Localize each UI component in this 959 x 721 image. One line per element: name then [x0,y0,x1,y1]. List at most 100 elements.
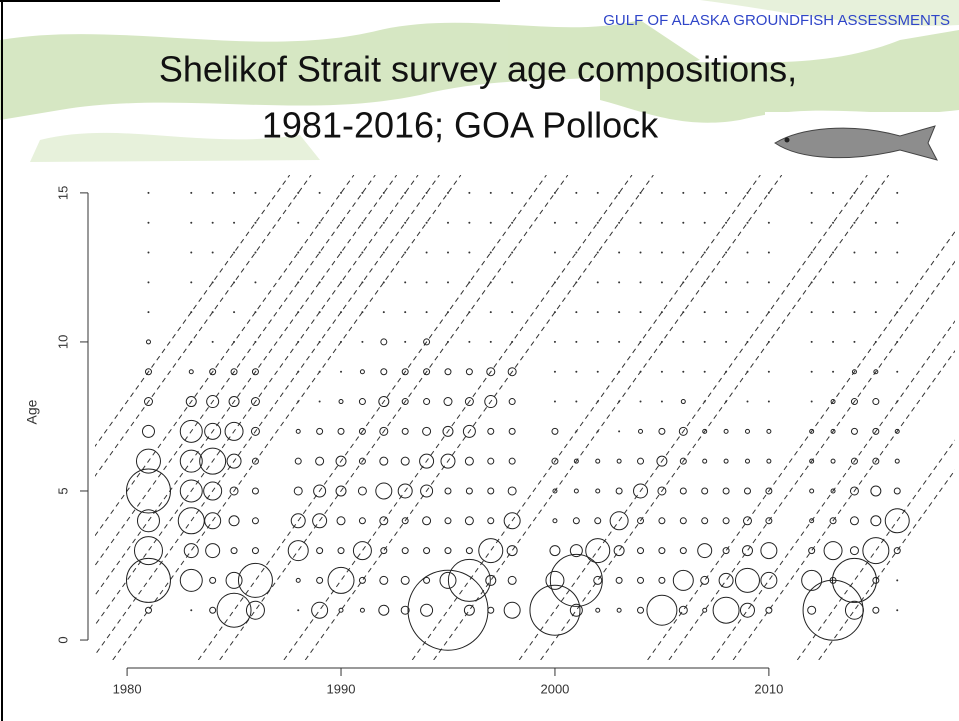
bubble [573,488,579,494]
bubble [143,397,153,407]
bubble [423,398,431,406]
bubble [552,488,558,494]
bubble [444,368,452,376]
bubble [226,453,242,469]
bubble [293,486,303,496]
cohort-line [283,175,633,660]
bubble [295,428,301,434]
bubble [311,601,329,619]
bubble [746,191,749,194]
bubble [503,512,521,530]
bubble [439,571,457,589]
bubble [446,251,449,254]
bubble [722,517,730,525]
map-banner [0,0,959,162]
bubble [639,221,642,224]
bubble [553,311,556,314]
bubble [767,221,770,224]
bubble [596,281,599,284]
bubble [718,572,734,588]
bubble [697,543,713,559]
cohort-line [668,260,955,660]
bubble [658,547,666,555]
bubble [808,547,816,555]
bubble [254,191,257,194]
cohort-line [818,469,955,660]
bubble [702,607,708,613]
bubble [830,488,836,494]
bubble [316,576,324,584]
bubble [468,191,471,194]
bubble [896,251,899,254]
bubble [844,600,864,620]
bubble [361,251,364,254]
bubble [896,400,899,403]
bubble [639,251,642,254]
bubble [318,251,321,254]
bubble [896,281,899,284]
bubble [872,398,880,406]
bubble [739,602,755,618]
plot-area [95,175,955,660]
bubble [862,537,890,565]
bubble [596,370,599,373]
bubble [810,251,813,254]
bubble [639,311,642,314]
bubble [618,370,621,373]
bubble [596,191,599,194]
bubble [678,605,688,615]
bubble [404,311,407,314]
bubble [190,281,193,284]
bubble [551,457,559,465]
bubble [487,517,495,525]
bubble [767,191,770,194]
bubble [251,547,259,555]
bubble [446,340,449,343]
bubble [549,545,561,557]
bubble [678,426,688,436]
bubble [250,426,260,436]
bubble [722,487,730,495]
bubble [853,191,856,194]
bubble [225,571,243,589]
bubble [615,487,623,495]
bubble [382,221,385,224]
bubble [204,422,222,440]
bubble [660,191,663,194]
cohort-line [518,175,868,660]
bubble [485,574,497,586]
bubble [658,576,666,584]
bubble [575,191,578,194]
cohort-line [411,175,761,660]
bubble [633,483,649,499]
bubble [145,339,151,345]
cohort-line [95,175,376,567]
bubble [593,575,603,585]
bubble [682,340,685,343]
bubble [596,221,599,224]
bubble [575,221,578,224]
cohort-line [219,175,569,660]
y-tick-label: 5 [55,487,70,494]
bubble [637,576,645,584]
y-tick-label: 0 [55,636,70,643]
bubble [832,370,835,373]
bubble [832,191,835,194]
bubble [358,398,366,406]
x-tick-label: 2000 [540,681,569,696]
bubble [327,566,355,594]
bubble [468,281,471,284]
bubble [529,584,581,636]
bubble [850,457,858,465]
bubble [594,517,602,525]
bubble [425,221,428,224]
bubble [853,281,856,284]
bubble [359,607,365,613]
bubble [335,485,347,497]
bubble [872,606,880,614]
bubble [829,517,837,525]
cohort-line [796,439,955,660]
bubble [639,400,642,403]
bubble [465,368,473,376]
bubble [703,251,706,254]
